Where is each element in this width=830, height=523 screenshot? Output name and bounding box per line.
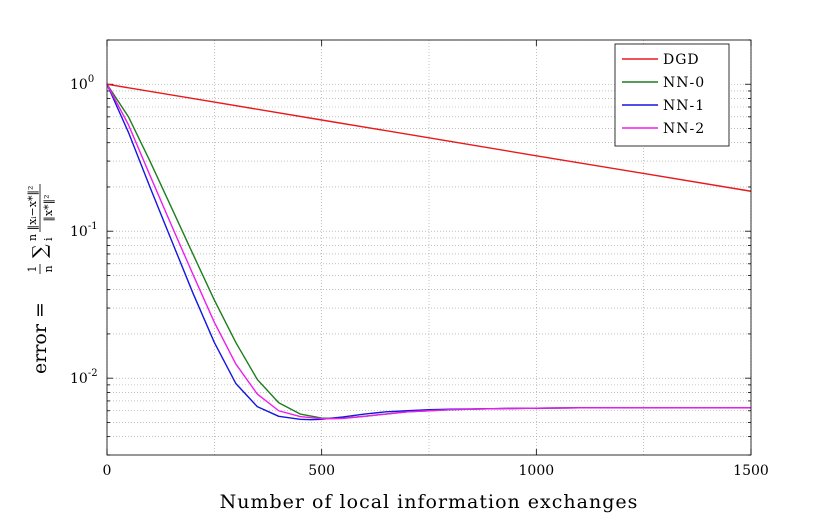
tick-labels: 0 500 1000 1500 100 10-1 10-2 bbox=[70, 74, 769, 479]
series-line-nn-2 bbox=[106, 83, 751, 420]
legend-label: NN-1 bbox=[663, 98, 705, 114]
y-axis-label-norm-den: ‖x*‖² bbox=[42, 194, 56, 221]
y-axis-label-prefix: error = bbox=[29, 302, 51, 374]
legend: DGD NN-0 NN-1 NN-2 bbox=[614, 43, 730, 147]
y-axis-label-sum-sub: i bbox=[42, 237, 55, 241]
x-tick-label: 500 bbox=[308, 463, 335, 479]
legend-label: NN-2 bbox=[663, 121, 705, 137]
y-tick-label: 10-1 bbox=[70, 221, 98, 240]
y-axis-label-frac-num: 1 bbox=[26, 266, 39, 273]
legend-box bbox=[614, 43, 730, 147]
y-axis-label: error = 1 n ∑ n i ‖xᵢ−x*‖² ‖x*‖² bbox=[26, 184, 56, 374]
y-axis-label-sum-sup: n bbox=[26, 234, 39, 241]
plot-area-frame bbox=[106, 39, 752, 456]
legend-label: NN-0 bbox=[663, 75, 705, 91]
x-tick-label: 1500 bbox=[733, 463, 769, 479]
grid-lines bbox=[106, 39, 752, 456]
series-lines bbox=[106, 83, 752, 421]
y-axis-label-norm-num: ‖xᵢ−x*‖² bbox=[26, 186, 40, 231]
legend-label: DGD bbox=[663, 52, 700, 68]
x-axis-label: Number of local information exchanges bbox=[220, 491, 639, 513]
x-tick-label: 1000 bbox=[519, 463, 555, 479]
y-axis-label-sum: ∑ bbox=[29, 244, 51, 258]
y-tick-label: 10-2 bbox=[70, 368, 98, 387]
series-line-dgd bbox=[106, 83, 752, 192]
y-tick-label: 100 bbox=[70, 74, 94, 93]
y-axis-label-frac-den: n bbox=[42, 265, 55, 272]
x-tick-label: 0 bbox=[103, 463, 112, 479]
